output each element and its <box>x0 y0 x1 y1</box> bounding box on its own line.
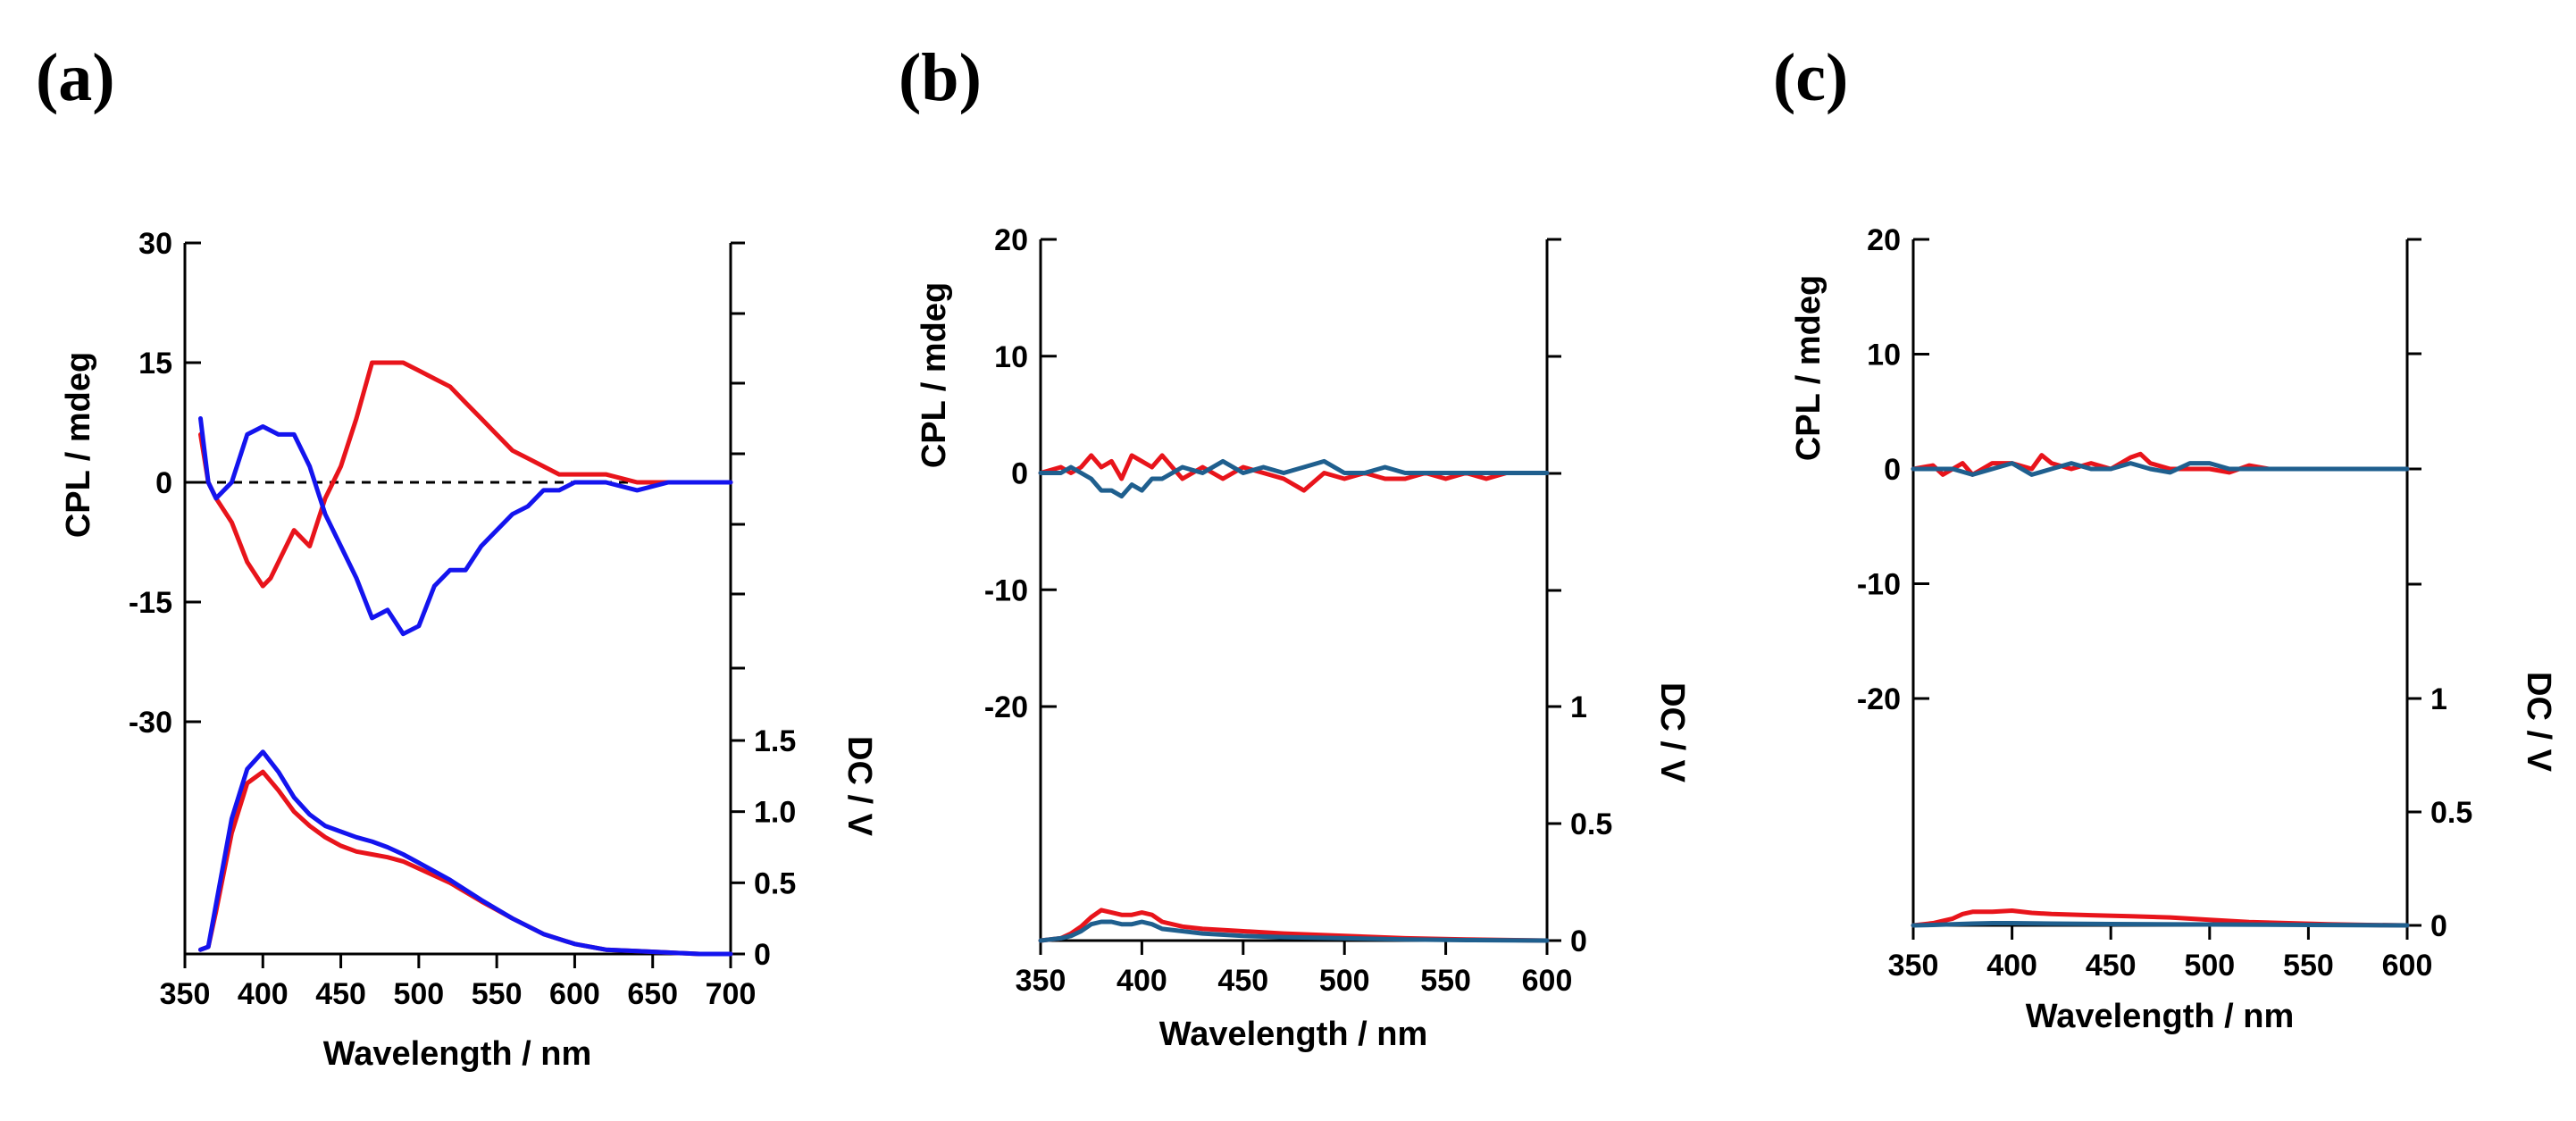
x-tick-label: 350 <box>1016 964 1066 998</box>
series-line-cpl-0 <box>1038 453 1550 493</box>
y-tick-label: -10 <box>1857 568 1901 602</box>
y-tick-label: 0 <box>155 466 172 500</box>
y2-tick-label: 0 <box>1570 924 1587 958</box>
y-tick-label: -20 <box>984 690 1028 724</box>
x-tick-label: 450 <box>315 977 366 1011</box>
y2-tick-label: 0.5 <box>1570 807 1612 841</box>
y2-tick-label: 0.5 <box>754 866 796 900</box>
x-tick-label: 450 <box>1217 964 1268 998</box>
x-tick-label: 700 <box>706 977 757 1011</box>
y-tick-label: 10 <box>1867 339 1901 372</box>
series-line-dc-3 <box>1038 919 1550 943</box>
y2-tick-label: 1 <box>2430 682 2447 716</box>
y-tick-label: 15 <box>138 347 172 381</box>
y-axis-title: CPL / mdeg <box>60 352 97 538</box>
y2-axis-title: DC / V <box>2520 672 2557 773</box>
x-tick-label: 450 <box>2086 949 2137 983</box>
series-line-cpl-0 <box>198 360 733 589</box>
x-tick-label: 600 <box>2382 949 2433 983</box>
x-tick-label: 550 <box>2283 949 2334 983</box>
y-tick-label: 20 <box>994 223 1028 257</box>
y2-tick-label: 0.5 <box>2430 796 2472 830</box>
y2-tick-label: 1.5 <box>754 724 796 758</box>
series-line-cpl-1 <box>1038 458 1550 499</box>
x-axis-title: Wavelength / nm <box>2026 998 2295 1035</box>
panel-label: (c) <box>1773 40 1848 115</box>
x-tick-label: 650 <box>627 977 678 1011</box>
panel-label: (b) <box>899 40 982 115</box>
y-tick-label: 0 <box>1011 457 1028 491</box>
series-line-dc-3 <box>198 749 733 957</box>
x-tick-label: 400 <box>1986 949 2037 983</box>
y2-tick-label: 0 <box>2430 909 2447 943</box>
y-axis-title: CPL / mdeg <box>916 282 953 468</box>
chart-panel-a: (a) 30 15 0 -15 -30 1.5 1.0 0.5 0 350 400 450 500 550 6… <box>36 40 878 1073</box>
x-tick-label: 350 <box>160 977 211 1011</box>
series-line-cpl-1 <box>198 416 733 637</box>
x-axis-title: Wavelength / nm <box>1159 1016 1428 1053</box>
chart-panel-c: (c) 20 10 0 -10 -20 1 0.5 0 350 400 450 500 550 600 Wav… <box>1773 40 2557 1035</box>
y2-tick-label: 0 <box>754 938 771 972</box>
y-tick-label: 0 <box>1884 453 1901 487</box>
y-tick-label: -30 <box>129 706 172 740</box>
y-tick-label: -10 <box>984 573 1028 607</box>
series-line-cpl-1 <box>1911 461 2410 477</box>
x-tick-label: 400 <box>1117 964 1167 998</box>
y2-tick-label: 1.0 <box>754 796 796 830</box>
series-line-dc-3 <box>1911 921 2410 928</box>
panel-label: (a) <box>36 40 115 115</box>
x-tick-label: 550 <box>472 977 523 1011</box>
y-axis-title: CPL / mdeg <box>1790 275 1827 461</box>
chart-panel-b: (b) 20 10 0 -10 -20 1 0.5 0 350 400 450 500 550 600 Wav… <box>899 40 1691 1053</box>
y2-axis-title: DC / V <box>1653 682 1691 783</box>
y2-tick-label: 1 <box>1570 690 1587 724</box>
x-tick-label: 350 <box>1888 949 1939 983</box>
series-line-dc-2 <box>198 769 733 957</box>
x-tick-label: 400 <box>238 977 289 1011</box>
y-tick-label: 20 <box>1867 223 1901 257</box>
x-tick-label: 500 <box>1319 964 1370 998</box>
y-tick-label: 30 <box>138 227 172 261</box>
y-tick-label: 10 <box>994 340 1028 374</box>
y2-axis-title: DC / V <box>841 736 878 837</box>
y-tick-label: -15 <box>129 586 172 620</box>
x-tick-label: 600 <box>1522 964 1573 998</box>
series-line-dc-2 <box>1038 908 1550 943</box>
x-axis-title: Wavelength / nm <box>323 1035 592 1073</box>
y-tick-label: -20 <box>1857 682 1901 716</box>
x-tick-label: 550 <box>1420 964 1471 998</box>
x-tick-label: 600 <box>549 977 600 1011</box>
x-tick-label: 500 <box>2184 949 2235 983</box>
x-tick-label: 500 <box>393 977 444 1011</box>
